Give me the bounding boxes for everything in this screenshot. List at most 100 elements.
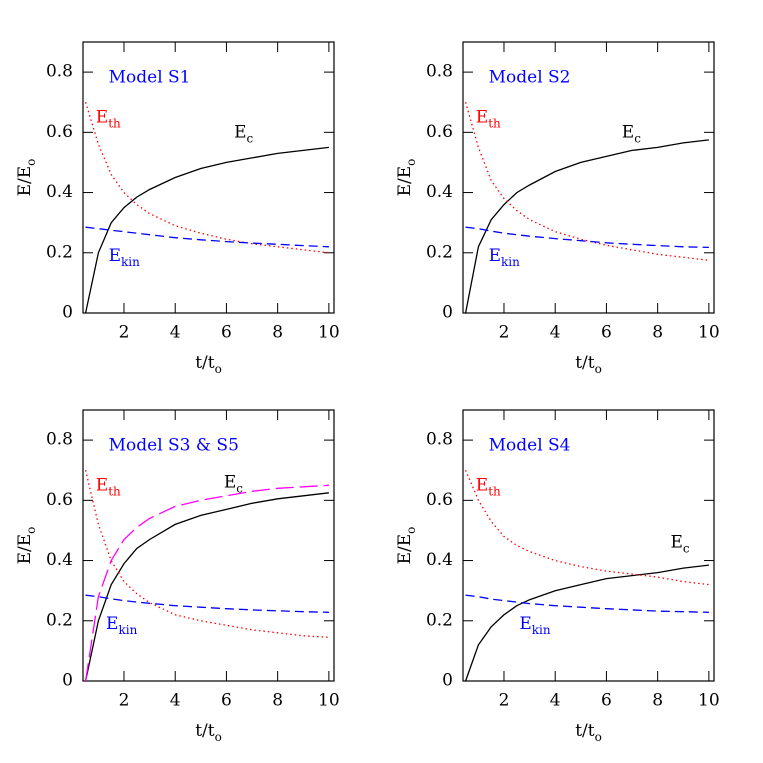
y-tick-label: 0: [62, 671, 73, 691]
series-label-sub: c: [683, 541, 690, 555]
series-label-main: E: [96, 107, 108, 127]
x-tick-label: 2: [119, 323, 130, 343]
x-tick-label: 10: [698, 691, 720, 711]
series-label-sub: kin: [121, 254, 140, 268]
y-axis-label-main: E/E: [395, 534, 415, 565]
panel-title: Model S4: [489, 436, 571, 456]
x-axis-label: t/to: [195, 721, 222, 744]
y-axis-label-sub: o: [404, 527, 418, 534]
series-line: [465, 469, 709, 586]
series-label-main: E: [519, 613, 531, 633]
series-label-sub: c: [247, 131, 254, 145]
x-tick-label: 10: [318, 691, 340, 711]
series-label: Ekin: [519, 613, 551, 636]
plot-frame: [82, 41, 335, 314]
series-label-main: E: [224, 472, 236, 492]
x-tick-label: 4: [550, 323, 561, 343]
x-tick-label: 10: [318, 323, 340, 343]
y-tick-label: 0.6: [426, 122, 453, 142]
series-label-sub: c: [236, 481, 243, 495]
x-axis-label-sub: o: [215, 730, 222, 744]
series-label: Eth: [476, 475, 501, 498]
series-label: Ec: [622, 122, 641, 145]
panel-title: Model S3 & S5: [109, 436, 239, 456]
y-axis-label-main: E/E: [15, 166, 35, 197]
y-tick-label: 0.8: [426, 430, 453, 450]
y-tick-label: 0.4: [426, 550, 453, 570]
plot-frame: [462, 41, 715, 314]
series-line: [465, 594, 709, 613]
series-label-main: E: [489, 245, 501, 265]
series-line: [465, 226, 709, 249]
series-line: [84, 470, 329, 638]
x-axis-label-sub: o: [595, 730, 602, 744]
y-tick-label: 0.6: [46, 490, 73, 510]
y-tick-label: 0.2: [426, 610, 453, 630]
series-label: Eth: [96, 475, 121, 498]
panel-title: Model S1: [109, 68, 191, 88]
series-label: Ec: [234, 122, 253, 145]
y-axis-label: E/Eo: [15, 159, 38, 197]
series-label: Ec: [224, 472, 243, 495]
x-axis-label-main: t/t: [575, 353, 595, 373]
series-label-sub: c: [634, 131, 641, 145]
y-axis-label-sub: o: [404, 159, 418, 166]
series-label-sub: th: [488, 484, 501, 498]
x-tick-label: 4: [170, 323, 181, 343]
y-tick-label: 0.8: [426, 62, 453, 82]
x-axis-label-main: t/t: [195, 353, 215, 373]
y-axis-label: E/Eo: [15, 527, 38, 565]
y-tick-label: 0.2: [46, 610, 73, 630]
y-tick-label: 0: [442, 303, 453, 323]
series-line: [84, 484, 329, 682]
series-label-sub: kin: [532, 622, 551, 636]
x-tick-label: 6: [221, 323, 232, 343]
y-tick-label: 0.6: [426, 490, 453, 510]
x-tick-label: 8: [272, 323, 283, 343]
series-line: [84, 492, 329, 682]
y-tick-label: 0: [62, 303, 73, 323]
series-line: [464, 564, 709, 682]
y-axis-label-sub: o: [24, 159, 38, 166]
x-tick-label: 8: [652, 691, 663, 711]
series-label-main: E: [109, 245, 121, 265]
series-label-main: E: [622, 122, 634, 142]
series-label-sub: kin: [118, 622, 137, 636]
x-tick-label: 6: [601, 323, 612, 343]
y-axis-label: E/Eo: [395, 527, 418, 565]
y-tick-label: 0.8: [46, 430, 73, 450]
series-line: [85, 226, 329, 248]
x-axis-label: t/to: [575, 721, 602, 744]
series-label-main: E: [96, 475, 108, 495]
y-tick-label: 0.2: [426, 242, 453, 262]
x-tick-label: 6: [601, 691, 612, 711]
series-line: [464, 139, 709, 314]
x-tick-label: 8: [652, 323, 663, 343]
series-label-main: E: [106, 613, 118, 633]
x-tick-label: 2: [499, 691, 510, 711]
series-line: [84, 102, 329, 254]
panel-title: Model S2: [489, 68, 571, 88]
x-tick-label: 2: [499, 323, 510, 343]
series-line: [84, 146, 329, 314]
series-label-main: E: [476, 107, 488, 127]
x-axis-label-main: t/t: [195, 721, 215, 741]
x-tick-label: 4: [550, 691, 561, 711]
x-axis-label: t/to: [575, 353, 602, 376]
y-axis-label-main: E/E: [395, 166, 415, 197]
series-line: [85, 594, 329, 613]
y-tick-label: 0: [442, 671, 453, 691]
series-line: [464, 102, 709, 261]
x-tick-label: 2: [119, 691, 130, 711]
x-axis-label-sub: o: [595, 362, 602, 376]
y-tick-label: 0.6: [46, 122, 73, 142]
series-label: Ekin: [489, 245, 521, 268]
y-tick-label: 0.8: [46, 62, 73, 82]
y-tick-label: 0.4: [426, 182, 453, 202]
x-tick-label: 4: [170, 691, 181, 711]
series-label-sub: th: [108, 116, 121, 130]
plot-frame: [82, 409, 335, 682]
